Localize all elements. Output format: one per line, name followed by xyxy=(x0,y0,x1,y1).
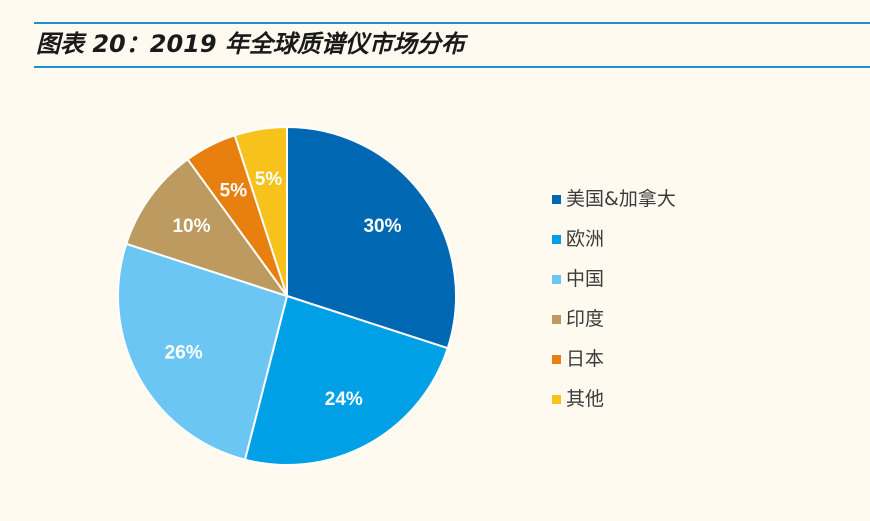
legend-label: 中国 xyxy=(566,268,605,290)
legend-swatch xyxy=(552,274,561,284)
pie-slice-3 xyxy=(117,242,289,461)
title-bottom-rule xyxy=(34,66,870,68)
chart-legend: 美国&加拿大 欧洲中国印度日本其他 xyxy=(552,179,676,419)
legend-swatch xyxy=(552,234,561,244)
legend-label: 印度 xyxy=(566,308,605,330)
slice-data-label-4: 10% xyxy=(172,216,210,237)
title-top-rule xyxy=(34,22,870,24)
legend-item: 印度 xyxy=(552,299,676,339)
legend-item: 欧洲 xyxy=(552,219,676,259)
pie-slice-2 xyxy=(243,294,449,466)
legend-swatch xyxy=(552,394,561,404)
chart-title: 图表 20：2019 年全球质谱仪市场分布 xyxy=(36,30,465,58)
slice-data-label-6: 5% xyxy=(255,169,283,190)
legend-item: 中国 xyxy=(552,259,676,299)
legend-swatch xyxy=(552,314,561,324)
legend-label: 欧洲 xyxy=(566,228,605,250)
slice-data-label-2: 24% xyxy=(325,389,363,410)
legend-swatch xyxy=(552,354,561,364)
legend-item: 日本 xyxy=(552,339,676,379)
pie-slice-6 xyxy=(233,125,288,297)
legend-item: 美国&加拿大 xyxy=(552,179,676,219)
pie-slice-1 xyxy=(286,125,457,350)
legend-label: 其他 xyxy=(566,388,605,410)
legend-swatch xyxy=(552,194,561,204)
legend-item: 其他 xyxy=(552,379,676,419)
pie-slice-4 xyxy=(125,157,290,298)
slice-data-label-5: 5% xyxy=(220,180,248,201)
legend-label: 日本 xyxy=(566,348,605,370)
legend-label: 美国&加拿大 xyxy=(566,188,676,210)
slice-data-label-3: 26% xyxy=(165,342,203,363)
slice-data-label-1: 30% xyxy=(363,216,401,237)
